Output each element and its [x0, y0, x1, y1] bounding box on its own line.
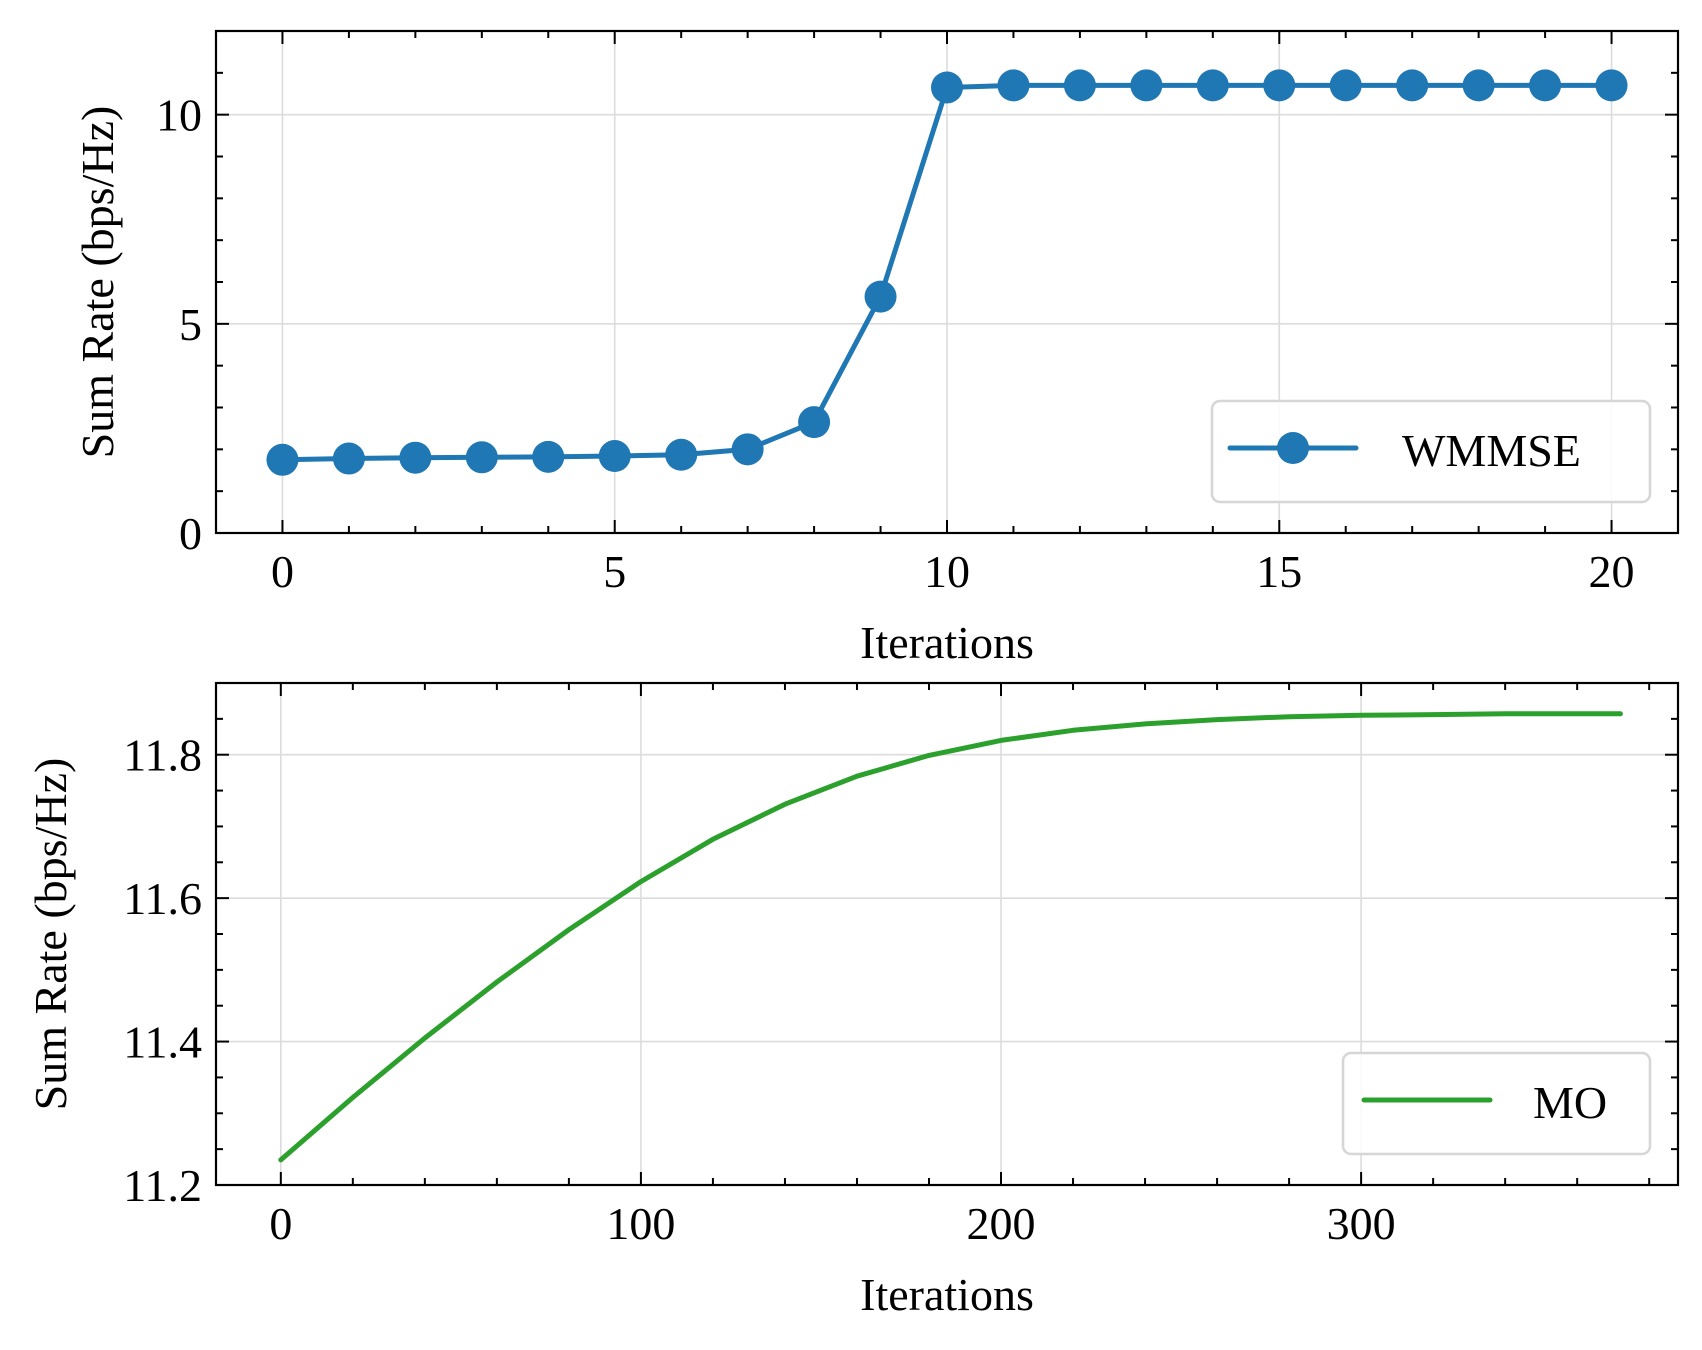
- top-data-point: [1130, 69, 1163, 102]
- top-x-axis-title: Iterations: [860, 617, 1034, 668]
- top-series: [266, 69, 1628, 476]
- top-data-point: [1529, 69, 1562, 102]
- bottom-y-tick-label: 11.8: [123, 730, 202, 781]
- bottom-y-tick-label: 11.6: [123, 873, 202, 924]
- bottom-y-axis-title: Sum Rate (bps/Hz): [25, 758, 76, 1111]
- top-data-point: [1329, 69, 1362, 102]
- top-data-point: [1263, 69, 1296, 102]
- top-x-tick-label: 5: [603, 546, 626, 597]
- bottom-y-tick-label: 11.4: [123, 1017, 202, 1068]
- top-data-point: [598, 440, 631, 473]
- top-data-point: [1595, 69, 1628, 102]
- top-data-point: [266, 443, 299, 476]
- top-x-tick-label: 0: [271, 546, 294, 597]
- top-x-tick-label: 10: [924, 546, 970, 597]
- bottom-y-tick-label: 11.2: [123, 1160, 202, 1211]
- top-y-tick-label: 0: [179, 508, 202, 559]
- bottom-legend-label: MO: [1533, 1077, 1607, 1128]
- top-data-point: [864, 280, 897, 313]
- top-data-point: [731, 433, 764, 466]
- bottom-tick-labels: 0 100 200 300 11.2 11.4 11.6 11.8: [123, 730, 1395, 1249]
- top-data-point: [399, 441, 432, 474]
- top-data-point: [1396, 69, 1429, 102]
- bottom-x-tick-label: 200: [967, 1198, 1036, 1249]
- top-data-point: [798, 406, 831, 439]
- bottom-series: [278, 711, 1623, 1163]
- top-plot-frame: [214, 29, 1680, 535]
- bottom-x-axis-title: Iterations: [860, 1269, 1034, 1320]
- bottom-x-tick-label: 0: [269, 1198, 292, 1249]
- top-legend-frame: [1210, 399, 1652, 504]
- top-data-point: [1462, 69, 1495, 102]
- top-data-point: [1196, 69, 1229, 102]
- top-x-tick-label: 20: [1589, 546, 1635, 597]
- top-data-point: [332, 442, 365, 475]
- top-data-point: [997, 69, 1030, 102]
- bottom-legend-frame: [1341, 1051, 1652, 1156]
- top-data-point: [1063, 69, 1096, 102]
- top-y-tick-label: 5: [179, 299, 202, 350]
- bottom-x-tick-label: 300: [1327, 1198, 1396, 1249]
- bottom-plot-frame: [214, 681, 1680, 1187]
- top-data-point: [665, 438, 698, 471]
- top-data-point: [931, 71, 963, 104]
- bottom-series-line: [278, 711, 1623, 1163]
- top-y-axis-title: Sum Rate (bps/Hz): [72, 106, 123, 459]
- bottom-x-tick-label: 100: [606, 1198, 675, 1249]
- top-data-point: [465, 441, 498, 474]
- top-legend: WMMSE: [1210, 399, 1652, 504]
- top-legend-label: WMMSE: [1402, 425, 1581, 476]
- top-panel: 0 5 10 15 20 0 5 10 Iterations Sum Rate (bps/Hz…: [72, 29, 1680, 668]
- top-x-tick-label: 15: [1256, 546, 1302, 597]
- top-tick-labels: 0 5 10 15 20 0 5 10: [156, 90, 1635, 597]
- top-data-point: [532, 440, 565, 473]
- bottom-legend: MO: [1341, 1051, 1652, 1156]
- top-y-tick-label: 10: [156, 90, 202, 141]
- bottom-panel: 0 100 200 300 11.2 11.4 11.6 11.8 Iterations Su…: [25, 681, 1680, 1320]
- top-legend-marker: [1277, 432, 1309, 464]
